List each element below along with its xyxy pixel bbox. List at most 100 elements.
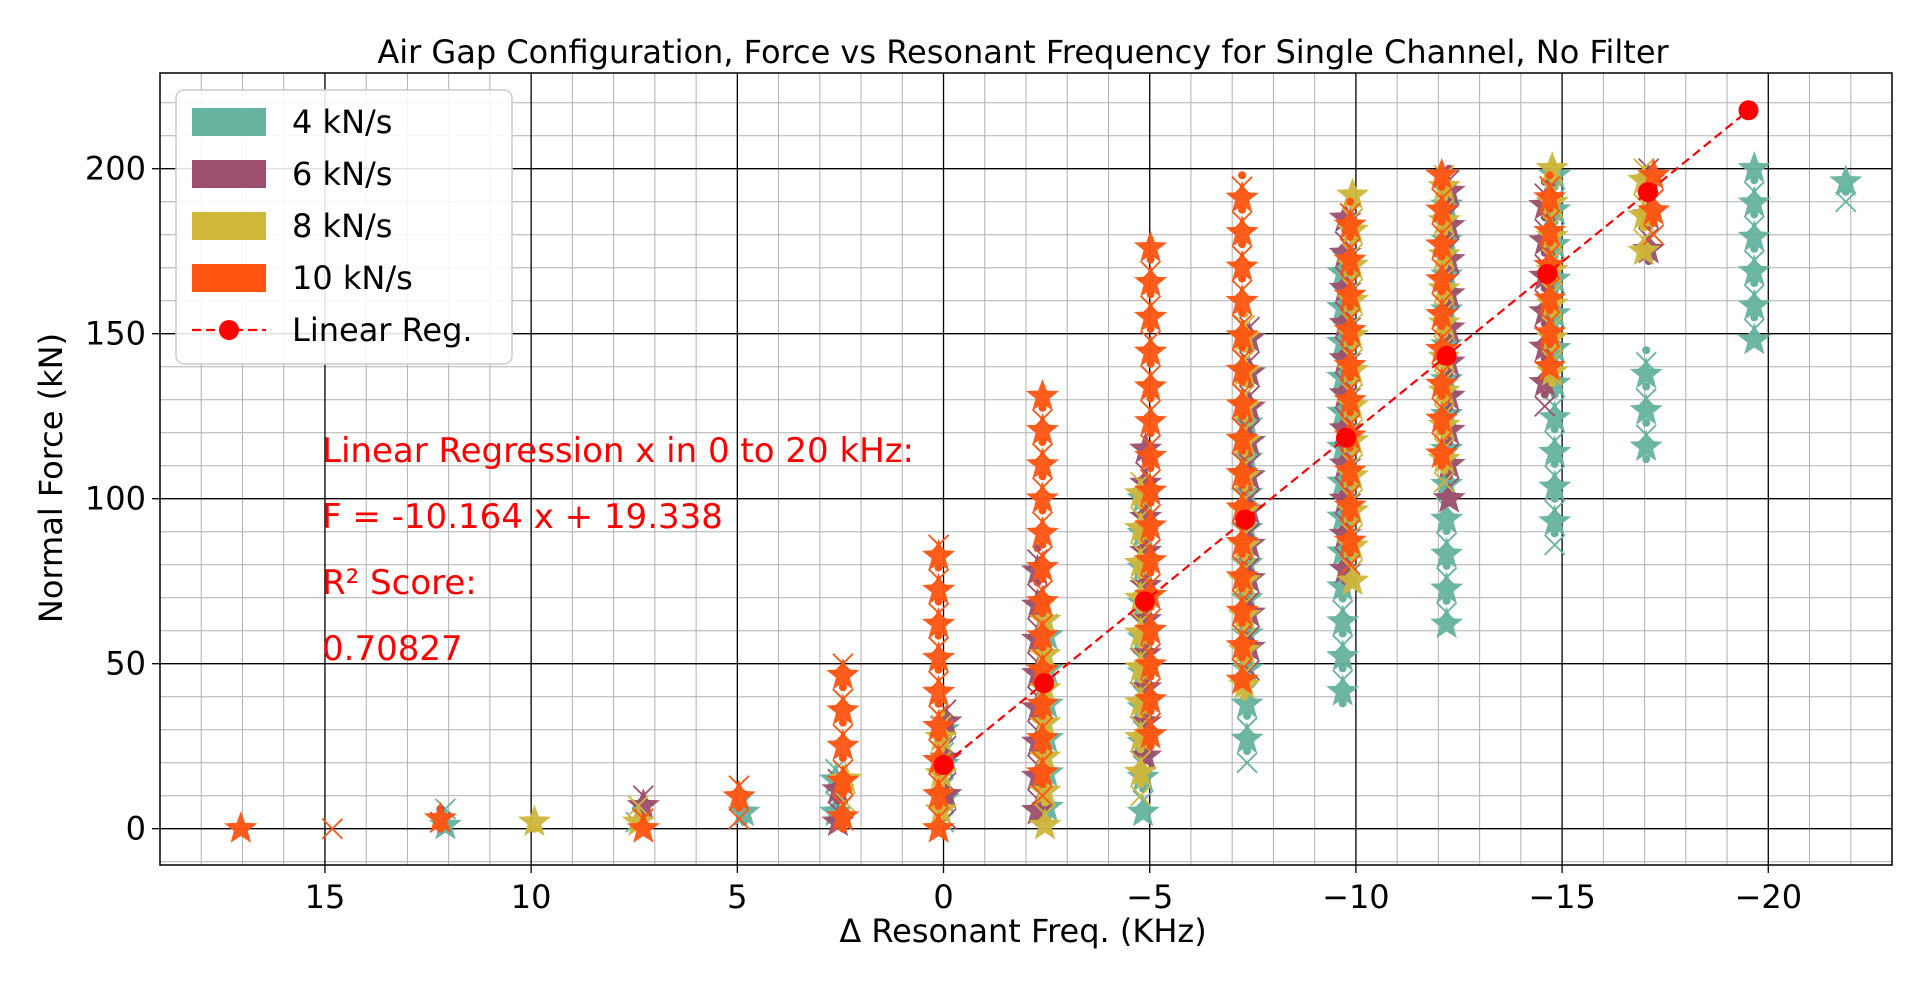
data-point [1425,436,1459,469]
y-tick-label: 50 [105,645,146,683]
data-point [1225,559,1259,592]
data-point [1133,612,1168,645]
data-point [1139,573,1162,595]
data-point [1544,499,1566,521]
data-point [1025,755,1060,787]
data-point [1038,609,1047,618]
data-point [1431,187,1453,210]
data-point [1139,295,1162,317]
data-point [1146,394,1155,403]
data-point [1540,390,1549,399]
data-point [934,801,943,810]
data-point [1146,568,1155,577]
data-point [1437,392,1446,401]
data-point [1238,377,1247,386]
data-point [1432,481,1466,513]
plot-frame [159,72,1893,866]
data-point [1031,545,1054,567]
data-point [1339,448,1361,470]
data-point [1430,606,1464,639]
data-point [1231,382,1253,404]
data-point [1025,584,1060,616]
data-point [1642,455,1651,464]
data-point [1133,404,1168,436]
data-point [838,753,847,762]
data-point [1146,498,1155,507]
data-point [1133,682,1168,714]
data-point [1737,185,1771,218]
data-point [1442,596,1451,605]
data-point [1225,593,1259,626]
data-point [1231,589,1253,611]
data-point [1425,297,1459,329]
data-point [1133,508,1168,541]
data-point [1534,395,1556,417]
data-point [1130,785,1152,807]
data-point [1431,396,1453,419]
data-point [1332,669,1354,691]
data-point [1433,471,1455,493]
data-point [1339,308,1361,330]
data-point [1025,686,1060,719]
data-point [1025,721,1060,753]
data-point [1548,379,1557,388]
data-point [922,709,956,741]
data-point [1339,273,1361,295]
data-point [1146,429,1155,438]
data-point [1025,447,1060,479]
data-point [922,606,956,639]
data-point [838,718,847,727]
y-axis-ticks: 0 50 100 150 200 [85,150,160,848]
data-point [1231,176,1253,198]
data-point [1146,707,1155,716]
data-point [934,631,943,640]
data-point [927,568,950,590]
data-point [1146,325,1155,334]
data-point [1435,601,1458,624]
data-point [1629,393,1663,425]
data-point [1333,523,1367,556]
series-10-kn-s [224,157,1671,843]
regression-point [1134,591,1155,612]
annotation-line-4: 0.70827 [322,629,463,669]
data-point [1236,752,1258,774]
data-point [1225,352,1259,385]
data-point [1139,260,1162,282]
data-point [1238,481,1247,490]
data-point [1139,608,1162,630]
data-point [1442,527,1451,536]
data-point [1031,408,1054,430]
data-point [1225,215,1259,247]
data-point [1238,274,1247,283]
data-point [1231,348,1253,370]
data-point [927,602,950,624]
data-point [224,811,258,843]
data-point [1031,648,1054,670]
data-point [1637,193,1671,226]
annotation-line-2: F = -10.164 x + 19.338 [322,497,723,537]
y-tick-label: 150 [85,315,146,353]
data-point [1031,579,1054,601]
data-point [1025,515,1060,548]
data-point [1231,210,1253,232]
data-point [728,775,750,797]
data-point [1238,309,1247,317]
data-point [423,801,457,833]
data-point [927,806,950,828]
data-point [1743,318,1765,340]
data-point [1238,618,1247,627]
x-tick-label: 15 [305,878,346,916]
data-point [1238,240,1247,249]
data-point [1333,453,1367,486]
data-point [1743,180,1765,203]
data-point [927,704,950,726]
x-tick-label: −10 [1322,878,1390,916]
data-point [632,785,654,807]
data-point [1445,403,1454,412]
data-point [728,808,750,830]
data-point [1627,233,1661,266]
data-point [1136,745,1145,754]
regression-line [933,100,1759,776]
data-point [1225,525,1259,557]
